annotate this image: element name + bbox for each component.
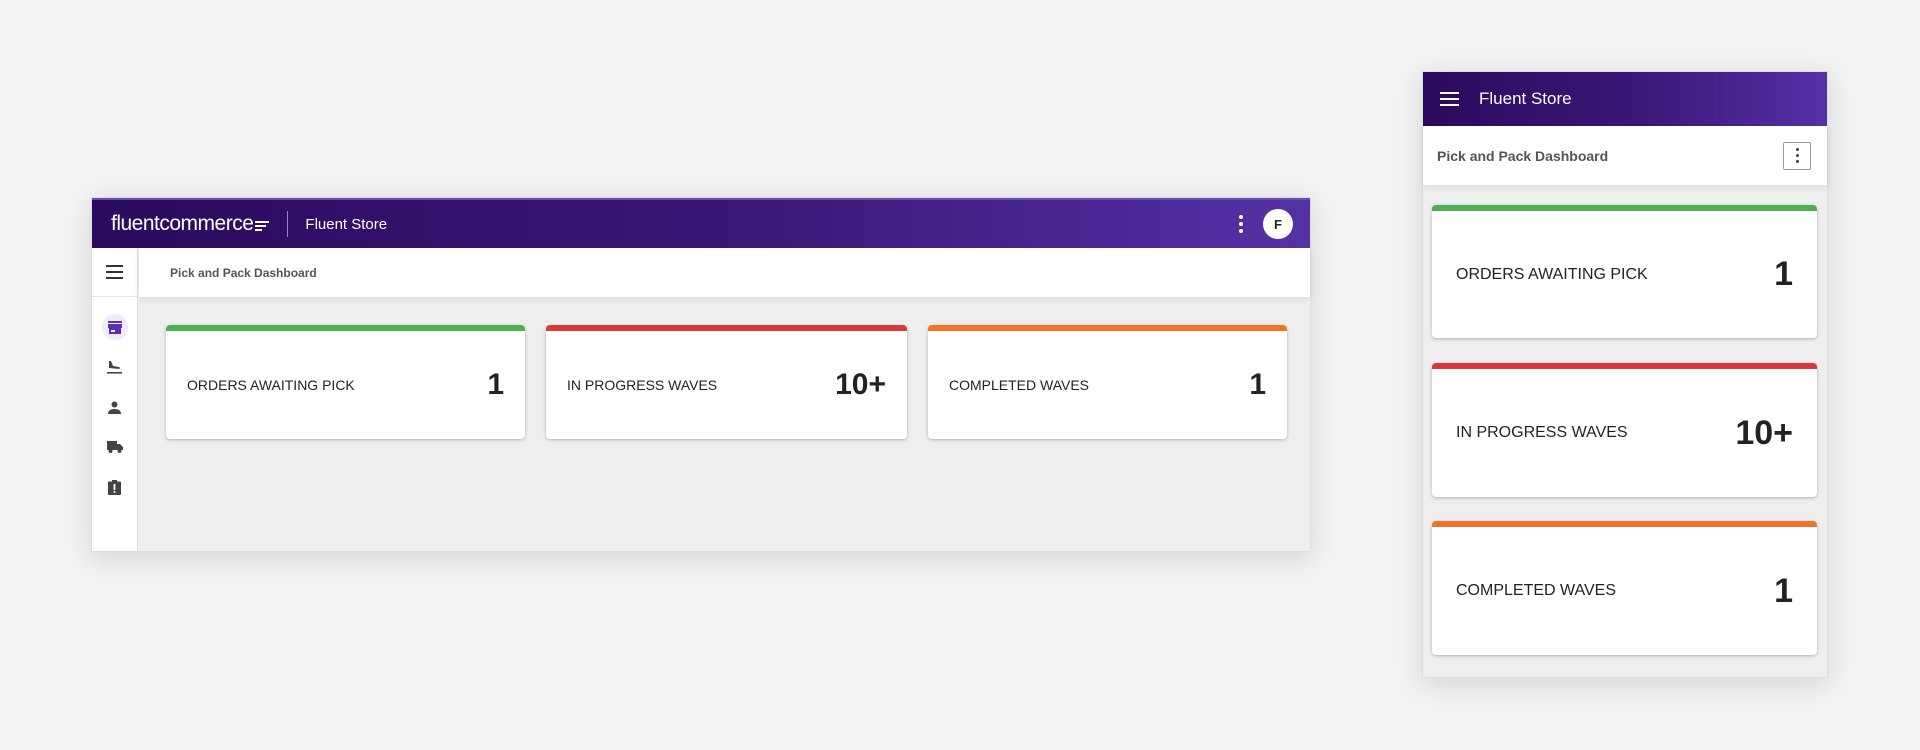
card-value: 1 [1249,368,1266,401]
status-bar-green [166,325,525,331]
menu-icon[interactable] [1440,92,1459,106]
store-name: Fluent Store [1479,89,1572,108]
flight-land-icon [107,361,122,374]
menu-icon[interactable] [106,265,123,279]
card-value: 10+ [835,368,886,401]
card-label: In Progress Waves [567,377,718,393]
status-bar-orange [928,325,1287,331]
card-completed-waves[interactable]: Completed Waves 1 [928,325,1287,439]
sidebar-item-exceptions[interactable] [102,474,128,500]
more-options-button[interactable] [1783,141,1811,170]
truck-icon [106,441,123,453]
card-value: 10+ [1735,413,1793,452]
sidebar-item-arrivals[interactable] [102,354,128,380]
sidebar-item-store[interactable] [101,314,128,340]
logo-lines-icon [255,221,270,231]
card-value: 1 [1774,571,1793,610]
store-name: Fluent Store [305,215,388,233]
card-orders-awaiting-pick[interactable]: Orders Awaiting Pick 1 [1432,205,1817,338]
page-title: Pick and Pack Dashboard [1437,147,1609,164]
mobile-view: Fluent Store Pick and Pack Dashboard Ord… [1422,71,1828,678]
app-header: fluent commerce Fluent Store F [92,198,1310,248]
card-label: Orders Awaiting Pick [187,377,355,393]
card-completed-waves[interactable]: Completed Waves 1 [1432,521,1817,655]
app-header: Fluent Store [1423,72,1827,126]
card-orders-awaiting-pick[interactable]: Orders Awaiting Pick 1 [166,325,525,439]
sidebar-item-shipping[interactable] [102,434,128,460]
logo-text-bold: fluent [111,212,160,235]
card-value: 1 [487,368,504,401]
avatar[interactable]: F [1263,209,1293,239]
clipboard-alert-icon [108,479,121,495]
fluent-commerce-logo[interactable]: fluent commerce [111,212,270,236]
card-label: Orders Awaiting Pick [1456,265,1648,283]
card-label: Completed Waves [949,377,1090,393]
sidebar-item-customers[interactable] [102,394,128,420]
desktop-view: fluent commerce Fluent Store F Pick and P… [91,197,1311,552]
status-bar-orange [1432,521,1817,527]
more-options-icon[interactable] [1239,215,1243,233]
card-label: In Progress Waves [1456,424,1628,441]
status-bar-red [546,325,907,331]
status-bar-green [1432,205,1817,211]
card-value: 1 [1774,255,1793,293]
store-icon [107,320,122,334]
page-header: Pick and Pack Dashboard [1423,126,1827,185]
card-in-progress-waves[interactable]: In Progress Waves 10+ [546,325,907,439]
person-icon [108,401,121,414]
divider [287,211,289,237]
status-bar-red [1432,363,1817,369]
page-title: Pick and Pack Dashboard [139,248,1310,297]
logo-text: commerce [159,212,254,235]
card-label: Completed Waves [1456,582,1617,599]
card-in-progress-waves[interactable]: In Progress Waves 10+ [1432,363,1817,497]
sidebar [92,248,138,551]
